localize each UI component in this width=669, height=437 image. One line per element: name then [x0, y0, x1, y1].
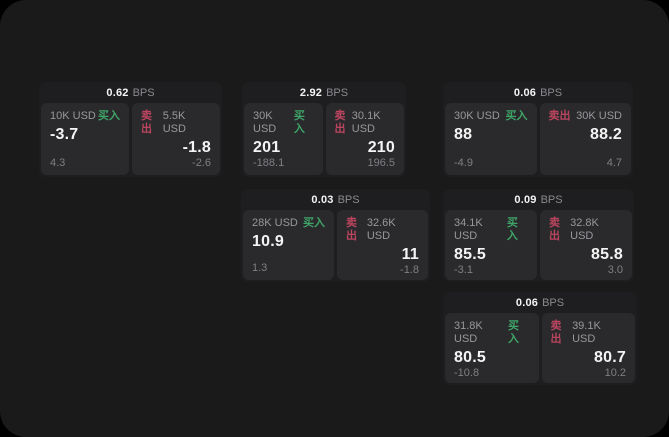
buy-price: -3.7: [50, 126, 79, 143]
quote-card: 0.03 BPS 28K USD 买入 10.9 1.3 卖出 32.6K US…: [241, 189, 430, 282]
buy-panel[interactable]: 30K USD 买入 88 -4.9: [445, 103, 537, 175]
sell-delta: -1.8: [400, 264, 419, 276]
sell-price: 11: [401, 246, 419, 263]
buy-panel[interactable]: 31.8K USD 买入 80.5 -10.8: [445, 313, 539, 383]
sell-size: 32.8K USD: [570, 217, 599, 242]
bps-unit-label: BPS: [540, 86, 563, 99]
sell-delta: 3.0: [607, 264, 623, 276]
quote-card: 2.92 BPS 30K USD 买入 201 -188.1 卖出 30.1K …: [242, 82, 406, 177]
buy-size: 30K USD: [454, 110, 500, 122]
bps-value: 0.09: [514, 193, 537, 206]
bps-header: 0.09 BPS: [445, 189, 632, 210]
quote-card: 0.06 BPS 31.8K USD 买入 80.5 -10.8 卖出 39.1…: [443, 292, 637, 385]
buy-panel[interactable]: 28K USD 买入 10.9 1.3: [243, 210, 334, 280]
sell-side-label: 卖出: [141, 110, 152, 135]
sell-panel[interactable]: 卖出 32.8K USD 85.8 3.0: [540, 210, 632, 280]
buy-size: 10K USD: [50, 110, 96, 122]
buy-price: 80.5: [454, 349, 486, 366]
buy-side-label: 买入: [506, 217, 518, 242]
bps-unit-label: BPS: [132, 86, 155, 99]
bps-unit-label: BPS: [337, 193, 360, 206]
buy-price: 201: [253, 139, 281, 156]
buy-size: 31.8K USD: [454, 320, 483, 345]
sell-price: 88.2: [590, 126, 622, 143]
sell-size: 5.5K USD: [162, 110, 186, 135]
bps-value: 0.03: [311, 193, 334, 206]
buy-side-label: 买入: [98, 110, 120, 122]
buy-side-label: 买入: [507, 320, 519, 345]
sell-panel[interactable]: 卖出 30K USD 88.2 4.7: [539, 103, 631, 175]
bps-value: 0.06: [513, 86, 537, 99]
sell-side-label: 卖出: [334, 110, 346, 135]
sell-delta: 196.5: [367, 157, 395, 169]
buy-delta: -3.1: [454, 264, 473, 276]
bps-header: 0.62 BPS: [41, 82, 220, 103]
bps-header: 0.06 BPS: [445, 292, 635, 313]
buy-panel[interactable]: 34.1K USD 买入 85.5 -3.1: [445, 210, 537, 280]
buy-delta: -188.1: [253, 157, 285, 169]
buy-price: 88: [454, 126, 473, 143]
bps-value: 0.06: [515, 296, 539, 309]
buy-price: 85.5: [454, 246, 486, 263]
sell-delta: -2.6: [192, 157, 211, 169]
buy-panel[interactable]: 30K USD 买入 201 -188.1: [244, 103, 323, 175]
buy-delta: -10.8: [454, 367, 480, 379]
buy-delta: 4.3: [50, 157, 66, 169]
sell-delta: 10.2: [604, 367, 626, 379]
sell-size: 30K USD: [576, 110, 622, 122]
quote-card: 0.62 BPS 10K USD 买入 -3.7 4.3 卖出 5.5K USD…: [39, 82, 222, 177]
buy-delta: -4.9: [454, 157, 473, 169]
sell-size: 32.6K USD: [366, 217, 396, 242]
quote-card: 0.09 BPS 34.1K USD 买入 85.5 -3.1 卖出 32.8K…: [443, 189, 634, 282]
sell-panel[interactable]: 卖出 5.5K USD -1.8 -2.6: [132, 103, 220, 175]
sell-panel[interactable]: 卖出 30.1K USD 210 196.5: [325, 103, 404, 175]
sell-side-label: 卖出: [548, 110, 571, 122]
sell-panel[interactable]: 卖出 32.6K USD 11 -1.8: [337, 210, 428, 280]
bps-header: 0.06 BPS: [445, 82, 631, 103]
buy-side-label: 买入: [505, 110, 528, 122]
buy-panel[interactable]: 10K USD 买入 -3.7 4.3: [41, 103, 129, 175]
sell-price: -1.8: [182, 139, 211, 156]
bps-header: 0.03 BPS: [243, 189, 428, 210]
bps-value: 0.62: [106, 86, 129, 99]
sell-side-label: 卖出: [550, 320, 562, 345]
bps-unit-label: BPS: [540, 193, 563, 206]
buy-size: 30K USD: [253, 110, 277, 135]
sell-price: 80.7: [594, 349, 626, 366]
bps-value: 2.92: [299, 86, 323, 99]
buy-size: 34.1K USD: [454, 217, 483, 242]
buy-size: 28K USD: [252, 217, 298, 229]
sell-panel[interactable]: 卖出 39.1K USD 80.7 10.2: [541, 313, 635, 383]
quote-card: 0.06 BPS 30K USD 买入 88 -4.9 卖出 30K USD 8…: [443, 82, 633, 177]
sell-price: 85.8: [591, 246, 623, 263]
buy-price: 10.9: [252, 233, 284, 250]
sell-size: 30.1K USD: [351, 110, 381, 135]
bps-unit-label: BPS: [542, 296, 565, 309]
bps-header: 2.92 BPS: [244, 82, 404, 103]
buy-delta: 1.3: [252, 262, 268, 274]
buy-side-label: 买入: [303, 217, 325, 229]
sell-size: 39.1K USD: [572, 320, 601, 345]
buy-side-label: 买入: [293, 110, 305, 135]
sell-delta: 4.7: [606, 157, 622, 169]
sell-side-label: 卖出: [346, 217, 357, 242]
bps-unit-label: BPS: [326, 86, 349, 99]
sell-side-label: 卖出: [549, 217, 560, 242]
sell-price: 210: [367, 139, 395, 156]
